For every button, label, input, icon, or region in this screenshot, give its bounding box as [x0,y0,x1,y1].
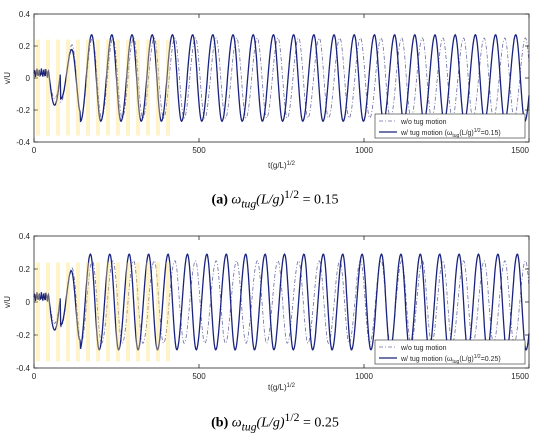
x-tick-label: 1000 [355,372,373,381]
legend-sub: tug [452,359,459,365]
legend-omega: ω [447,130,453,137]
caption-a-sub: tug [241,197,257,211]
watermark-stripe [146,262,150,362]
y-tick-label: 0.2 [19,42,31,51]
legend: w/o tug motion w/ tug motion (ωtug(L/g)1/… [374,339,526,365]
watermark-stripe [46,39,50,136]
watermark-stripe [66,39,70,136]
caption-b-body: (L/g) [256,415,285,431]
caption-a: (a) ωtug(L/g)1/2 = 0.15 [0,188,550,210]
x-tick-label: 1500 [511,146,529,155]
legend-label-with-tug: w/ tug motion (ωtug(L/g)1/2=0.15) [400,128,501,139]
watermark-stripe [116,262,120,362]
caption-b-value: = 0.25 [299,415,339,431]
watermark-stripe [116,39,120,136]
watermark-stripe [56,39,60,136]
caption-b-omega: ω [231,415,242,431]
watermark-stripe [66,262,70,362]
legend: w/o tug motion w/ tug motion (ωtug(L/g)1/… [374,113,526,139]
y-axis-label: v/U [3,72,12,84]
x-axis-label-main: t(g/L) [268,161,287,170]
caption-b-sup: 1/2 [284,411,300,424]
caption-a-value: = 0.15 [299,192,339,208]
y-axis-label: v/U [3,296,12,308]
y-tick-label: 0 [26,74,31,83]
legend-mid: (L/g) [459,130,473,137]
caption-a-label: (a) [211,192,228,208]
watermark-stripe [46,262,50,362]
caption-a-omega: ω [231,192,242,208]
chart-a: -0.4-0.200.20.40 500 1000 1500v/Ut(g/L)1/2w… [3,10,530,170]
x-axis-label-sup: 1/2 [287,383,296,389]
caption-b-sub: tug [241,420,257,434]
x-tick-label: 500 [192,372,206,381]
legend-mid: (L/g) [459,356,473,363]
x-tick-label: 0 [32,372,37,381]
watermark [36,262,170,362]
caption-a-body: (L/g) [256,192,285,208]
x-axis-label: t(g/L)1/2 [268,383,296,392]
y-tick-label: 0.2 [19,265,31,274]
watermark-stripe [166,39,170,136]
x-tick-label: 500 [192,146,206,155]
y-tick-label: -0.4 [16,138,30,147]
watermark-stripe [86,39,90,136]
legend-label-without-tug: w/o tug motion [400,345,447,352]
series-line-without-tug [33,260,530,344]
x-axis-label: t(g/L)1/2 [268,161,296,170]
x-tick-label: 0 [32,146,37,155]
watermark-stripe [106,39,110,136]
caption-a-sup: 1/2 [284,188,300,201]
legend-omega: ω [447,356,453,363]
legend-prefix: w/ tug motion ( [400,130,448,137]
x-tick-label: 1500 [511,372,529,381]
watermark-stripe [136,262,140,362]
legend-label-without-tug: w/o tug motion [400,119,447,126]
watermark-stripe [56,262,60,362]
watermark-stripe [36,262,40,362]
y-tick-label: -0.4 [16,364,30,373]
legend-box [374,339,526,365]
watermark-stripe [106,262,110,362]
legend-suffix: =0.25) [481,356,501,363]
watermark-stripe [126,262,130,362]
watermark-stripe [166,262,170,362]
legend-sup: 1/2 [474,128,481,134]
watermark-stripe [96,39,100,136]
y-tick-label: 0.4 [19,232,31,241]
watermark-stripe [156,39,160,136]
legend-prefix: w/ tug motion ( [400,356,448,363]
legend-sub: tug [452,133,459,139]
watermark-stripe [86,262,90,362]
caption-b-label: (b) [211,415,229,431]
watermark-stripe [126,39,130,136]
caption-b: (b) ωtug(L/g)1/2 = 0.25 [0,411,550,433]
y-tick-label: 0.4 [19,10,31,19]
y-tick-label: 0 [26,298,31,307]
x-axis-label-main: t(g/L) [268,383,287,392]
watermark [36,39,170,136]
watermark-stripe [76,39,80,136]
y-tick-label: -0.2 [16,331,30,340]
chart-b: -0.4-0.200.20.40 500 1000 1500v/Ut(g/L)1/2w… [3,232,530,392]
watermark-stripe [36,39,40,136]
x-tick-label: 1000 [355,146,373,155]
watermark-stripe [136,39,140,136]
legend-label-with-tug: w/ tug motion (ωtug(L/g)1/2=0.25) [400,354,501,365]
watermark-stripe [96,262,100,362]
watermark-stripe [156,262,160,362]
legend-suffix: =0.15) [481,130,501,137]
watermark-stripe [146,39,150,136]
x-axis-label-sup: 1/2 [287,161,296,167]
watermark-stripe [76,262,80,362]
legend-sup: 1/2 [474,354,481,360]
series-line-with-tug [33,253,530,351]
series-line-with-tug [33,33,530,123]
y-tick-label: -0.2 [16,106,30,115]
legend-box [374,113,526,139]
